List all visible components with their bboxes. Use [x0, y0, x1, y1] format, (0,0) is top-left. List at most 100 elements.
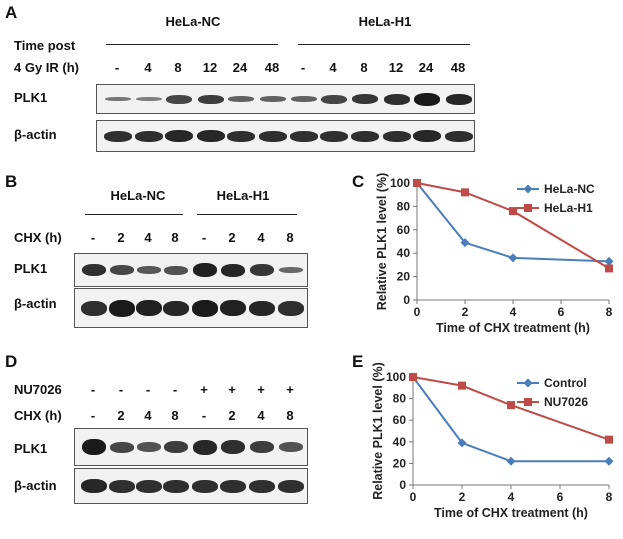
panel-d-chx-label: CHX (h) — [14, 408, 62, 423]
panel-b-plk1-band — [137, 266, 161, 274]
panel-e-series-0-point — [506, 456, 516, 466]
panel-d-actin-blot — [74, 468, 308, 504]
panel-a-lane-2: 8 — [174, 60, 182, 75]
panel-b-plk1-band — [279, 267, 303, 273]
panel-a-group-nc: HeLa-NC — [165, 14, 221, 29]
panel-a-lane-6: - — [300, 60, 306, 75]
panel-d-plk1-band — [250, 441, 274, 453]
panel-d-actin-band — [163, 480, 189, 493]
panel-d-actin-band — [109, 480, 135, 493]
panel-c-series-0-line — [416, 182, 610, 263]
panel-e-x-tick-label: 0 — [410, 490, 417, 504]
panel-b-lane-7: 8 — [286, 230, 294, 245]
panel-c-legend-marker-1 — [524, 204, 532, 212]
panel-e-series-0-point — [604, 456, 614, 466]
panel-e-x-tick-label: 6 — [557, 490, 564, 504]
panel-c-x-tick-label: 8 — [606, 305, 613, 319]
panel-a-group-nc-line — [106, 44, 278, 45]
panel-d-actin-band — [249, 480, 275, 493]
panel-d-nu7026-1: - — [118, 382, 124, 397]
panel-c-series-1-point — [605, 264, 613, 273]
panel-b-actin-band — [81, 301, 107, 316]
panel-e-series-1-line — [412, 376, 610, 441]
panel-b-actin-band — [136, 300, 162, 316]
panel-c-series-1-point — [461, 188, 469, 197]
panel-a-letter: A — [5, 3, 18, 22]
panel-a-lane-3: 12 — [202, 60, 218, 75]
panel-c-chart: 0 20 40 60 80 100 0 2 4 6 8 Time of CHX treatment (… — [375, 173, 614, 335]
panel-e-x-tick-label: 8 — [606, 490, 613, 504]
panel-b-plk1-band — [82, 264, 106, 276]
panel-d-lane-2: 4 — [144, 408, 152, 423]
panel-a-actin-blot — [96, 120, 475, 152]
panel-b-plk1-blot — [74, 253, 308, 287]
panel-b-actin-band — [249, 301, 275, 316]
panel-e-x-tick-label: 2 — [459, 490, 466, 504]
panel-a-plk1-band — [352, 94, 378, 104]
panel-b-group-h1: HeLa-H1 — [216, 188, 270, 203]
panel-a-actin-band — [227, 131, 255, 142]
panel-c-x-tick-label: 6 — [558, 305, 565, 319]
panel-c-series-1-point — [509, 207, 517, 216]
panel-d-lane-3: 8 — [171, 408, 179, 423]
panel-c-series-1-point — [413, 179, 421, 187]
panel-e-series-0-point — [457, 438, 467, 448]
panel-b-lane-4: - — [201, 230, 207, 245]
panel-e-series-1-point — [507, 401, 515, 410]
panel-d-lane-1: 2 — [117, 408, 125, 423]
panel-b-lane-6: 4 — [257, 230, 265, 245]
panel-a-ir-label: 4 Gy IR (h) — [14, 60, 80, 75]
panel-d-nu7026-2: - — [145, 382, 151, 397]
panel-b-lane-2: 4 — [144, 230, 152, 245]
panel-a-actin-band — [445, 131, 473, 142]
panel-d-actin-band — [220, 480, 246, 493]
panel-b-actin-band — [192, 300, 218, 317]
panel-a-actin-band — [259, 131, 287, 142]
panel-b-plk1-band — [250, 264, 274, 276]
panel-b-actin-band — [163, 301, 189, 316]
panel-c-y-tick-label: 60 — [397, 223, 411, 237]
panel-d-plk1-blot — [74, 428, 308, 466]
panel-c-legend-marker-0 — [523, 184, 533, 194]
panel-b-actin-band — [278, 301, 304, 316]
panel-b-plk1-label: PLK1 — [14, 261, 48, 276]
panel-d-plk1-band — [164, 441, 188, 453]
panel-e-legend-marker-0 — [523, 378, 533, 388]
panel-b-lane-3: 8 — [171, 230, 179, 245]
panel-b-letter: B — [5, 172, 18, 191]
panel-d-plk1-label: PLK1 — [14, 441, 48, 456]
panel-b-actin-blot — [74, 288, 308, 328]
panel-a-actin-band — [413, 130, 441, 142]
panel-d-lane-4: - — [201, 408, 207, 423]
panel-d-nu7026-4: + — [200, 382, 208, 397]
panel-b-plk1-band — [193, 263, 217, 277]
panel-a-lane-1: 4 — [144, 60, 152, 75]
panel-a-actin-band — [320, 131, 348, 142]
panel-d-actin-band — [81, 479, 107, 493]
panel-c-legend-label-1: HeLa-H1 — [544, 201, 593, 215]
panel-d-lane-0: - — [90, 408, 96, 423]
panel-b-lane-1: 2 — [117, 230, 125, 245]
panel-c-letter: C — [352, 172, 365, 191]
panel-a-plk1-band — [198, 95, 224, 104]
panel-c-legend-label-0: HeLa-NC — [544, 182, 595, 196]
panel-e-series-1-point — [605, 435, 613, 444]
panel-a-actin-band — [135, 131, 163, 142]
panel-d-lane-6: 4 — [257, 408, 265, 423]
panel-c-x-tick-label: 0 — [414, 305, 421, 319]
panel-a-actin-band — [165, 130, 193, 142]
panel-d-plk1-band — [279, 442, 303, 452]
panel-d-actin-label: β-actin — [14, 478, 57, 493]
panel-c-series-1-line — [416, 182, 610, 270]
panel-b-actin-band — [220, 300, 246, 316]
panel-e-y-tick-label: 80 — [393, 392, 407, 406]
panel-c-y-tick-label: 100 — [390, 176, 410, 190]
panel-a-plk1-band — [105, 97, 131, 101]
panel-a-plk1-blot — [96, 84, 475, 114]
panel-a-lane-4: 24 — [232, 60, 248, 75]
panel-e-y-label: Relative PLK1 level (%) — [371, 362, 385, 500]
panel-b-actin-band — [109, 300, 135, 317]
panel-a-lane-0: - — [114, 60, 120, 75]
panel-a-time-post-label: Time post — [14, 38, 76, 53]
panel-a-lane-9: 12 — [388, 60, 404, 75]
